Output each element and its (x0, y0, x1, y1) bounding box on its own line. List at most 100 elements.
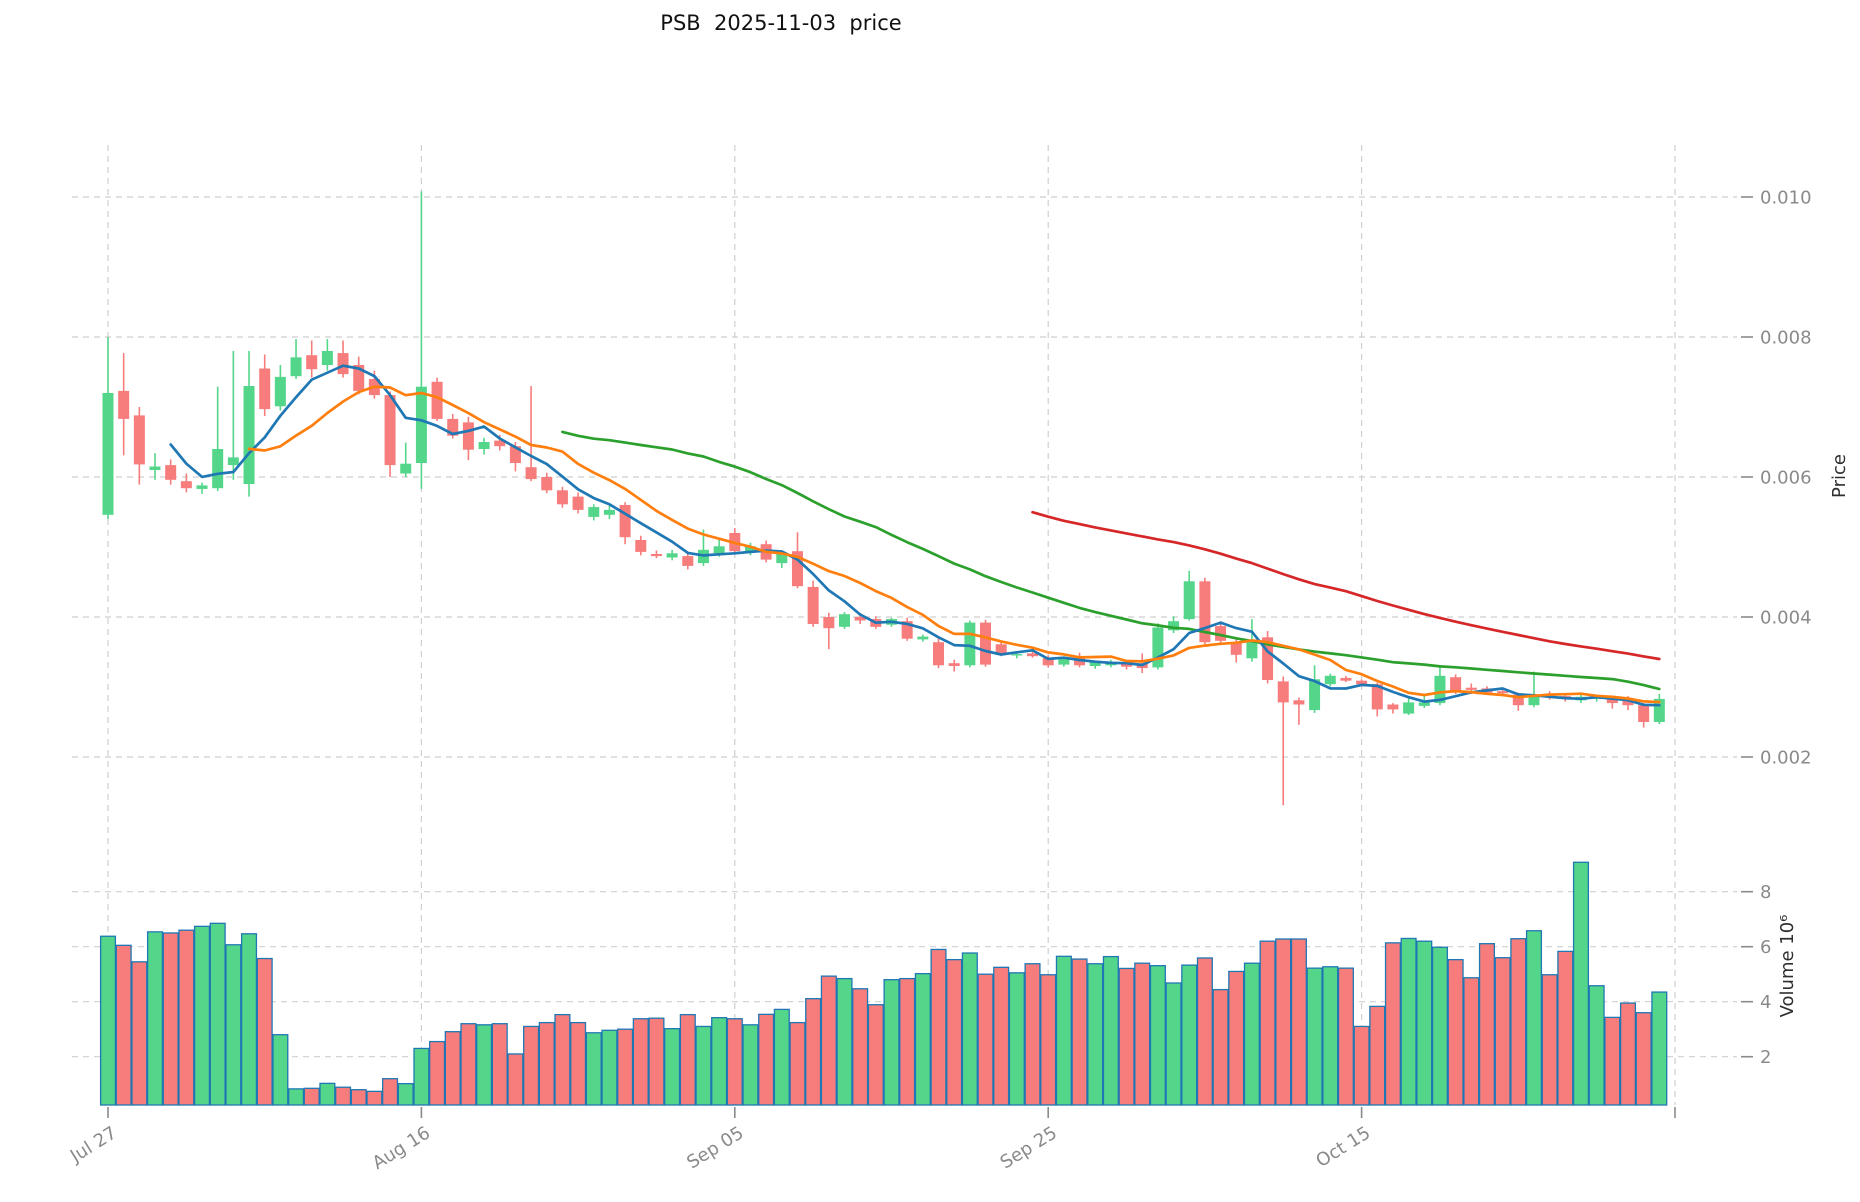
volume-bar (1181, 964, 1198, 1106)
volume-bar (350, 1089, 367, 1106)
volume-bar (366, 1090, 383, 1106)
volume-bar (460, 1023, 477, 1106)
volume-axis-title: Volume 10⁶ (1777, 915, 1798, 1018)
volume-bar (726, 1018, 743, 1106)
candle-body (447, 418, 459, 436)
candle-body (682, 556, 694, 566)
volume-bar (820, 975, 837, 1106)
candle-body (1638, 705, 1650, 722)
candle-body (1434, 675, 1446, 704)
candle-body (1465, 687, 1477, 690)
volume-bar (334, 1086, 352, 1106)
candle-body (1309, 679, 1321, 711)
volume-bar (1431, 946, 1449, 1106)
candle-body (1277, 681, 1289, 703)
candle-body (1262, 637, 1274, 680)
moving-average-lines-layer (169, 364, 1661, 707)
candle-body (384, 395, 396, 466)
volume-bar (632, 1018, 649, 1106)
candle-body (1512, 694, 1524, 706)
volume-bar (1416, 940, 1433, 1106)
candle-body (337, 353, 349, 375)
candle-body (1387, 704, 1399, 710)
volume-bar (789, 1021, 806, 1106)
volume-bar (1259, 940, 1276, 1106)
price-tick-label: 0.008 (1760, 328, 1812, 349)
volume-tick-label: 6 (1760, 937, 1771, 958)
volume-bar (570, 1021, 587, 1106)
candle-body (1152, 627, 1164, 668)
volume-bar (413, 1047, 430, 1106)
volume-bar (397, 1083, 414, 1106)
volume-bar (1275, 938, 1292, 1106)
candle-body (838, 614, 850, 627)
volume-bar (1228, 970, 1245, 1106)
volume-bar (617, 1028, 634, 1106)
volume-bar (225, 944, 242, 1106)
candles-layer (102, 191, 1665, 806)
price-axis-title: Price (1829, 454, 1850, 498)
volume-bar (946, 958, 963, 1106)
candle-body (807, 586, 819, 624)
volume-bar (664, 1028, 681, 1106)
candle-body (400, 463, 412, 474)
volume-bar (1651, 991, 1668, 1106)
volume-bar (523, 1025, 540, 1106)
volume-bar (1306, 967, 1323, 1106)
candle-body (1199, 581, 1211, 643)
candle-body (541, 477, 553, 491)
candle-body (1183, 581, 1195, 620)
volume-bar (914, 973, 931, 1106)
volume-bar (1447, 958, 1464, 1106)
volume-bar (977, 973, 994, 1106)
volume-bar (1619, 1002, 1637, 1106)
volume-bar (1557, 950, 1574, 1106)
candle-body (509, 446, 521, 463)
axis-tick-layer (107, 196, 1753, 1118)
candle-body (478, 442, 490, 449)
candle-body (823, 617, 835, 629)
candle-body (525, 467, 537, 480)
candle-body (854, 617, 866, 621)
candle-body (666, 553, 678, 558)
candle-body (274, 376, 286, 407)
volume-bar (429, 1040, 446, 1106)
volume-bar (131, 961, 148, 1106)
volume-bar (1510, 938, 1527, 1106)
candle-body (1340, 677, 1352, 681)
candle-body (149, 466, 161, 470)
candle-body (1450, 677, 1462, 692)
candle-body (102, 393, 114, 515)
volume-bar (444, 1031, 461, 1106)
candle-body (306, 355, 318, 370)
volume-bar (1071, 958, 1088, 1106)
price-tick-label: 0.010 (1760, 188, 1812, 209)
candle-body (650, 554, 662, 557)
candle-body (1293, 700, 1305, 705)
volume-bar (648, 1017, 665, 1106)
candle-body (1215, 626, 1227, 641)
volume-tick-label: 8 (1760, 882, 1771, 903)
date-tick-label: Jul 27 (66, 1122, 121, 1167)
volume-bar (382, 1078, 399, 1106)
volume-bar (1494, 957, 1511, 1106)
volume-bar (491, 1023, 508, 1106)
candle-body (1058, 659, 1070, 665)
volume-bar (1118, 967, 1135, 1106)
ma10-line (247, 385, 1661, 704)
volume-bar (1149, 965, 1166, 1106)
candle-body (1027, 653, 1039, 657)
volume-bar (805, 998, 822, 1106)
volume-bar (1635, 1012, 1652, 1106)
candle-body (572, 496, 584, 510)
volume-bar (758, 1013, 775, 1106)
volume-bar (303, 1087, 320, 1106)
volume-bar (679, 1013, 696, 1106)
volume-bar (1541, 974, 1558, 1106)
candle-body (415, 386, 427, 463)
volume-bar (867, 1004, 884, 1106)
candle-body (290, 357, 302, 377)
volume-bar (162, 932, 179, 1106)
candle-body (212, 449, 224, 489)
